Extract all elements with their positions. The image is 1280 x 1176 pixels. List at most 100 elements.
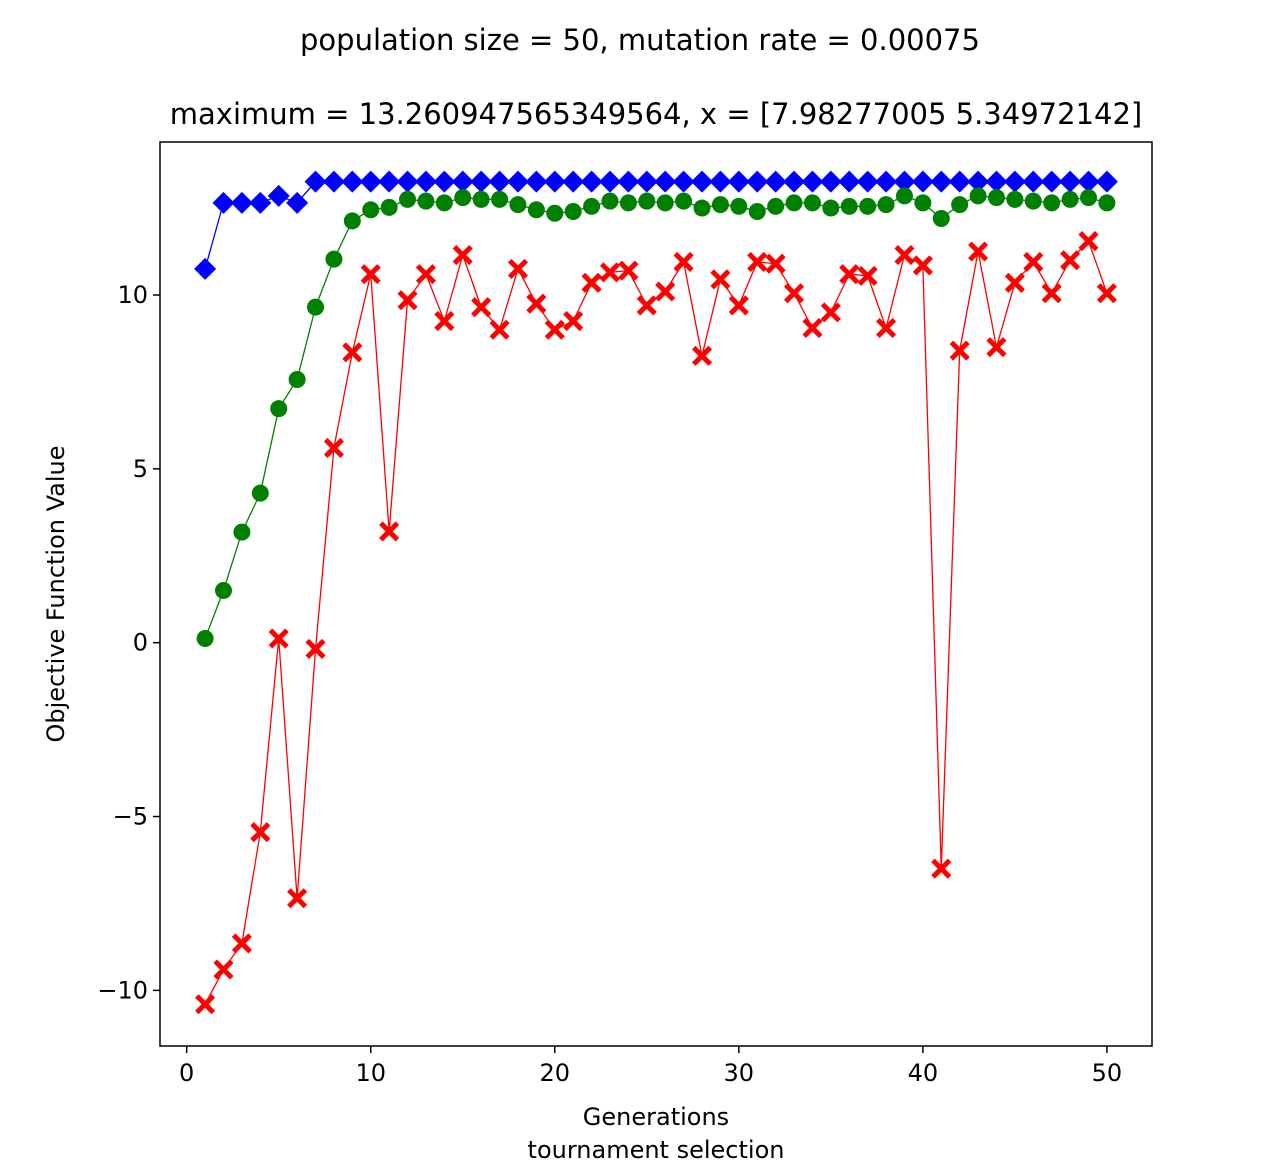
data-point-circle <box>288 370 306 388</box>
data-point-circle <box>196 630 214 648</box>
data-point-x <box>1023 251 1044 272</box>
data-point-diamond <box>1077 170 1100 193</box>
x-axis-sublabel: tournament selection <box>528 1136 785 1164</box>
y-axis-ticks: −10 −5 0 5 10 <box>97 281 160 1004</box>
data-point-circle <box>546 204 564 222</box>
data-point-x <box>379 521 400 542</box>
data-point-circle <box>509 196 527 214</box>
data-point-x <box>728 295 749 316</box>
data-point-diamond <box>727 170 750 193</box>
data-point-x <box>323 437 344 459</box>
data-point-x <box>250 822 271 843</box>
data-point-circle <box>1006 190 1024 208</box>
data-point-x <box>397 290 418 311</box>
data-point-diamond <box>930 170 953 193</box>
data-point-diamond <box>341 170 364 193</box>
data-point-circle <box>491 190 509 208</box>
data-point-circle <box>895 187 913 205</box>
data-point-diamond <box>1059 170 1082 193</box>
data-point-circle <box>785 194 803 212</box>
data-point-circle <box>693 199 711 217</box>
data-point-diamond <box>1003 170 1026 193</box>
data-point-circle <box>859 197 877 215</box>
data-point-diamond <box>451 170 474 193</box>
data-point-diamond <box>617 170 640 193</box>
data-point-x <box>802 317 823 339</box>
data-point-circle <box>803 194 821 212</box>
data-point-diamond <box>672 170 695 193</box>
data-point-diamond <box>488 170 511 193</box>
data-point-x <box>968 241 989 262</box>
data-point-x <box>912 255 933 276</box>
data-point-x <box>195 994 216 1015</box>
data-point-x <box>710 269 731 290</box>
data-point-x <box>544 319 565 340</box>
data-point-circle <box>951 196 969 214</box>
data-point-diamond <box>506 170 529 193</box>
data-point-diamond <box>414 170 437 193</box>
series-line <box>204 239 1108 1005</box>
data-point-circle <box>362 201 380 219</box>
data-point-x <box>452 244 473 266</box>
data-point-x <box>563 311 584 332</box>
data-point-x <box>1041 283 1062 304</box>
data-point-diamond <box>598 170 621 193</box>
x-tick-label: 20 <box>540 1059 571 1087</box>
y-axis-label: Objective Function Value <box>42 445 70 742</box>
series-2 <box>196 187 1116 648</box>
data-point-circle <box>730 197 748 215</box>
data-point-diamond <box>967 170 990 193</box>
data-point-x <box>434 311 455 332</box>
y-tick-label: 10 <box>117 281 148 309</box>
data-point-x <box>415 264 436 285</box>
data-point-diamond <box>691 170 714 193</box>
data-point-x <box>1078 231 1099 252</box>
data-point-x <box>673 251 694 272</box>
data-point-circle <box>601 192 619 210</box>
data-point-x <box>986 337 1007 358</box>
data-point-circle <box>877 196 895 214</box>
data-point-x <box>471 297 492 318</box>
data-point-circle <box>822 199 840 217</box>
chart-title: population size = 50, mutation rate = 0.… <box>300 23 980 57</box>
data-point-circle <box>251 484 269 502</box>
data-point-diamond <box>1022 170 1045 193</box>
data-point-x <box>1096 283 1117 304</box>
data-point-circle <box>564 203 582 221</box>
data-point-circle <box>1043 194 1061 212</box>
data-point-diamond <box>746 170 769 193</box>
data-point-circle <box>233 523 251 541</box>
data-point-diamond <box>304 170 327 193</box>
data-point-circle <box>399 190 417 208</box>
data-point-x <box>581 272 602 293</box>
series-1 <box>194 170 1118 280</box>
data-point-circle <box>914 194 932 212</box>
x-tick-label: 40 <box>908 1059 939 1087</box>
data-point-diamond <box>525 170 548 193</box>
data-point-x <box>931 858 952 879</box>
data-point-circle <box>638 192 656 210</box>
data-point-circle <box>987 189 1005 207</box>
data-point-x <box>783 283 805 304</box>
data-point-diamond <box>543 170 566 193</box>
data-point-x <box>526 293 547 314</box>
data-point-diamond <box>985 170 1008 193</box>
data-point-circle <box>1080 189 1098 207</box>
y-tick-label: −10 <box>97 976 148 1004</box>
data-point-diamond <box>433 170 456 193</box>
data-point-diamond <box>359 170 382 193</box>
data-point-circle <box>840 197 858 215</box>
data-point-diamond <box>635 170 658 193</box>
data-point-x <box>287 888 308 909</box>
x-axis-label: Generations <box>583 1103 729 1131</box>
series-layer <box>194 170 1118 1015</box>
data-point-circle <box>675 192 693 210</box>
data-point-diamond <box>396 170 419 193</box>
data-point-circle <box>1061 190 1079 208</box>
data-point-x <box>894 244 915 266</box>
data-point-diamond <box>1040 170 1063 193</box>
y-tick-label: 0 <box>133 629 148 657</box>
data-point-circle <box>1098 194 1116 212</box>
data-point-circle <box>435 194 453 212</box>
